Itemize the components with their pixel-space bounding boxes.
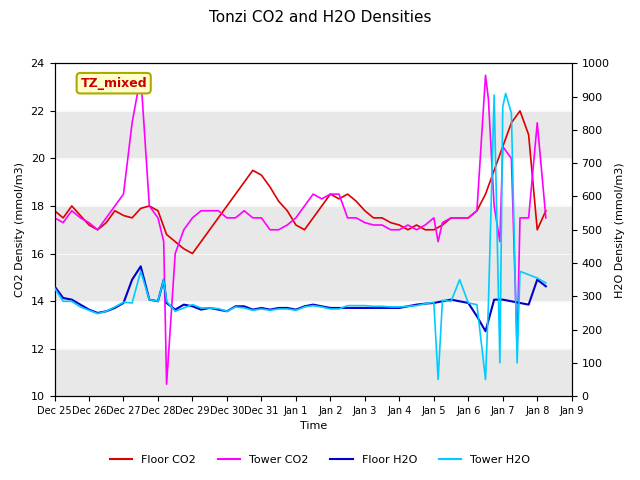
Legend: Floor CO2, Tower CO2, Floor H2O, Tower H2O: Floor CO2, Tower CO2, Floor H2O, Tower H… <box>105 451 535 469</box>
Y-axis label: CO2 Density (mmol/m3): CO2 Density (mmol/m3) <box>15 162 25 297</box>
Y-axis label: H2O Density (mmol/m3): H2O Density (mmol/m3) <box>615 162 625 298</box>
Text: Tonzi CO2 and H2O Densities: Tonzi CO2 and H2O Densities <box>209 10 431 24</box>
Text: TZ_mixed: TZ_mixed <box>81 77 147 90</box>
Bar <box>54 348 572 396</box>
Bar <box>54 111 572 158</box>
Bar <box>54 206 572 301</box>
X-axis label: Time: Time <box>300 421 327 432</box>
